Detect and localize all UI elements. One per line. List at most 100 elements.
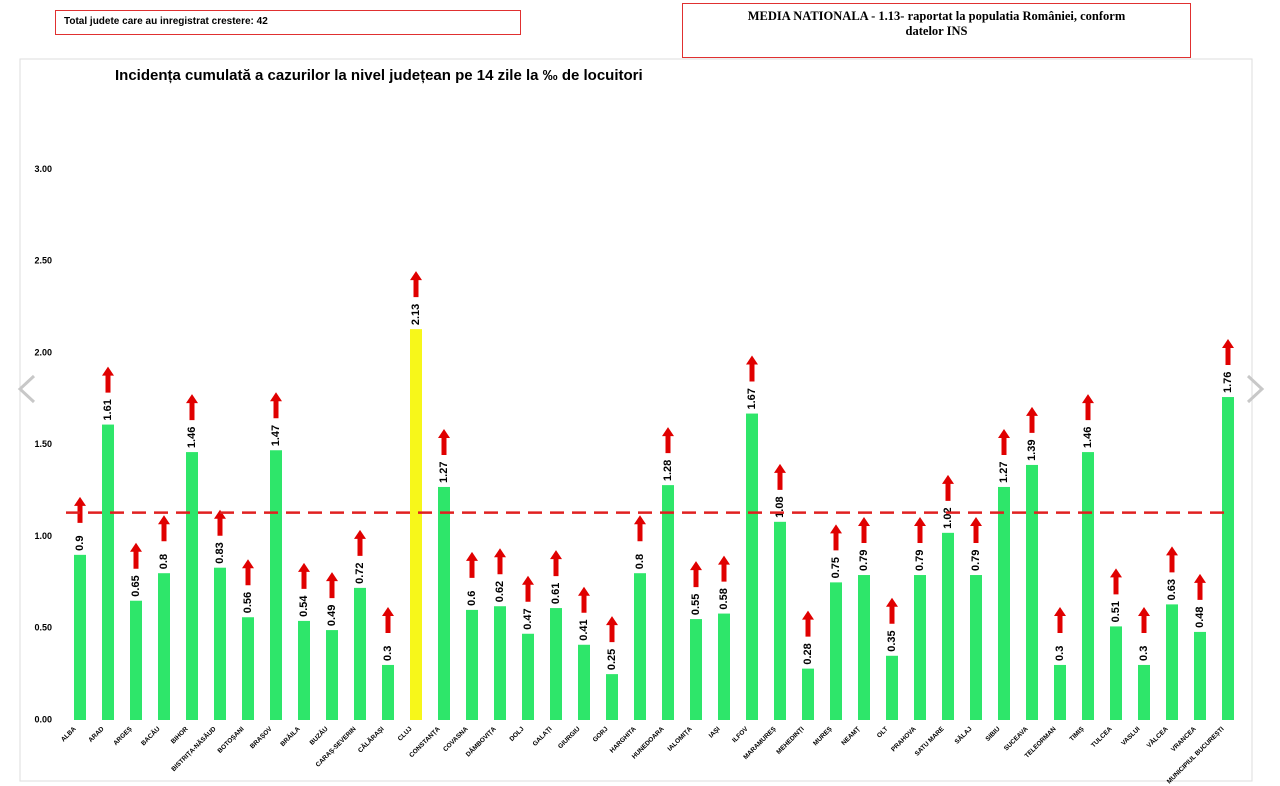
- increase-arrow: [186, 394, 198, 421]
- value-label: 0.3: [1138, 646, 1150, 661]
- increase-arrow: [1054, 606, 1066, 633]
- x-tick-label: BISTRIȚA-NĂSĂUD: [169, 724, 218, 773]
- increase-arrow: [914, 517, 926, 544]
- bar: [214, 567, 226, 720]
- national-note: MEDIA NATIONALA - 1.13- raportat la popu…: [682, 3, 1191, 58]
- increase-arrow: [1166, 546, 1178, 573]
- x-tick-label: CLUJ: [397, 725, 414, 742]
- x-tick-label: BIHOR: [170, 725, 190, 745]
- y-tick-label: 1.00: [34, 531, 52, 541]
- increase-arrow: [998, 428, 1010, 455]
- prev-arrow[interactable]: [17, 374, 36, 404]
- increase-arrow: [886, 597, 898, 624]
- value-label: 0.65: [130, 575, 142, 596]
- increase-arrow: [466, 551, 478, 578]
- bar: [886, 655, 898, 720]
- increase-arrow: [802, 610, 814, 637]
- value-label: 1.27: [998, 462, 1010, 483]
- increase-arrow: [354, 529, 366, 556]
- increase-arrow: [1082, 394, 1094, 421]
- bar: [942, 532, 954, 720]
- x-tick-label: NEAMȚ: [840, 726, 861, 747]
- bar: [802, 668, 814, 720]
- value-label: 0.79: [914, 550, 926, 571]
- value-label: 0.61: [550, 583, 562, 604]
- x-tick-label: SIBIU: [984, 725, 1001, 742]
- bar: [466, 609, 478, 720]
- increase-arrow: [746, 355, 758, 382]
- value-label: 0.54: [298, 595, 310, 617]
- increase-arrow: [102, 366, 114, 393]
- x-tick-label: ILFOV: [731, 725, 750, 744]
- increase-arrow: [74, 496, 86, 523]
- x-tick-label: MUNICIPIUL BUCUREȘTI: [1166, 726, 1226, 786]
- value-label: 0.6: [466, 591, 478, 606]
- value-label: 0.51: [1110, 601, 1122, 622]
- increase-arrow: [690, 561, 702, 588]
- x-tick-label: CĂLĂRAȘI: [356, 724, 386, 754]
- value-label: 0.25: [606, 649, 618, 670]
- increase-arrow: [522, 575, 534, 602]
- increase-arrow: [1110, 568, 1122, 595]
- x-tick-label: SATU MARE: [914, 725, 946, 757]
- next-arrow[interactable]: [1246, 374, 1265, 404]
- value-label: 0.79: [970, 550, 982, 571]
- x-tick-label: GORJ: [592, 725, 610, 743]
- value-label: 0.41: [578, 619, 590, 640]
- value-label: 0.62: [494, 581, 506, 602]
- bar: [914, 575, 926, 720]
- bar: [634, 573, 646, 720]
- bar: [522, 633, 534, 720]
- bar: [74, 554, 86, 720]
- value-label: 0.3: [1054, 646, 1066, 661]
- bar: [494, 606, 506, 720]
- increase-arrow: [942, 474, 954, 501]
- increase-arrow: [382, 606, 394, 633]
- increase-arrow: [718, 555, 730, 582]
- x-tick-label: TULCEA: [1090, 725, 1114, 749]
- value-label: 1.76: [1222, 372, 1234, 393]
- value-label: 0.28: [802, 643, 814, 664]
- increase-arrow: [830, 524, 842, 551]
- value-label: 0.79: [858, 550, 870, 571]
- value-label: 0.48: [1194, 606, 1206, 627]
- value-label: 0.75: [830, 557, 842, 578]
- increase-arrow: [662, 427, 674, 454]
- chart-title: Incidența cumulată a cazurilor la nivel …: [115, 67, 643, 84]
- value-label: 1.02: [942, 507, 954, 528]
- y-tick-label: 2.50: [34, 256, 52, 266]
- bar: [550, 608, 562, 720]
- x-tick-label: BRAȘOV: [249, 725, 274, 750]
- value-label: 1.67: [746, 388, 758, 409]
- value-label: 0.35: [886, 630, 898, 651]
- y-tick-label: 1.50: [34, 439, 52, 449]
- increase-arrow: [214, 509, 226, 536]
- x-tick-label: SĂLAJ: [952, 724, 974, 746]
- increase-arrow: [774, 463, 786, 490]
- bar: [774, 521, 786, 720]
- bar: [970, 575, 982, 720]
- x-tick-label: IAȘI: [708, 726, 722, 740]
- increase-arrow: [970, 517, 982, 544]
- increase-arrow: [494, 548, 506, 575]
- bar: [1194, 631, 1206, 720]
- value-label: 0.8: [634, 554, 646, 569]
- x-tick-label: GALAȚI: [532, 726, 554, 748]
- x-tick-label: SUCEAVA: [1003, 725, 1030, 752]
- value-label: 0.56: [242, 592, 254, 613]
- bar: [1222, 397, 1234, 720]
- increase-arrow: [326, 572, 338, 599]
- value-label: 0.55: [690, 594, 702, 615]
- x-tick-label: GIURGIU: [557, 725, 582, 750]
- bar: [382, 664, 394, 720]
- increase-arrow: [1194, 573, 1206, 600]
- increase-arrow: [438, 428, 450, 455]
- increase-arrow: [858, 517, 870, 544]
- bar: [690, 619, 702, 720]
- bar: [130, 600, 142, 720]
- x-tick-label: VRANCEA: [1170, 725, 1198, 753]
- increase-arrow: [634, 515, 646, 542]
- bar: [186, 452, 198, 720]
- x-tick-label: ARAD: [87, 725, 105, 743]
